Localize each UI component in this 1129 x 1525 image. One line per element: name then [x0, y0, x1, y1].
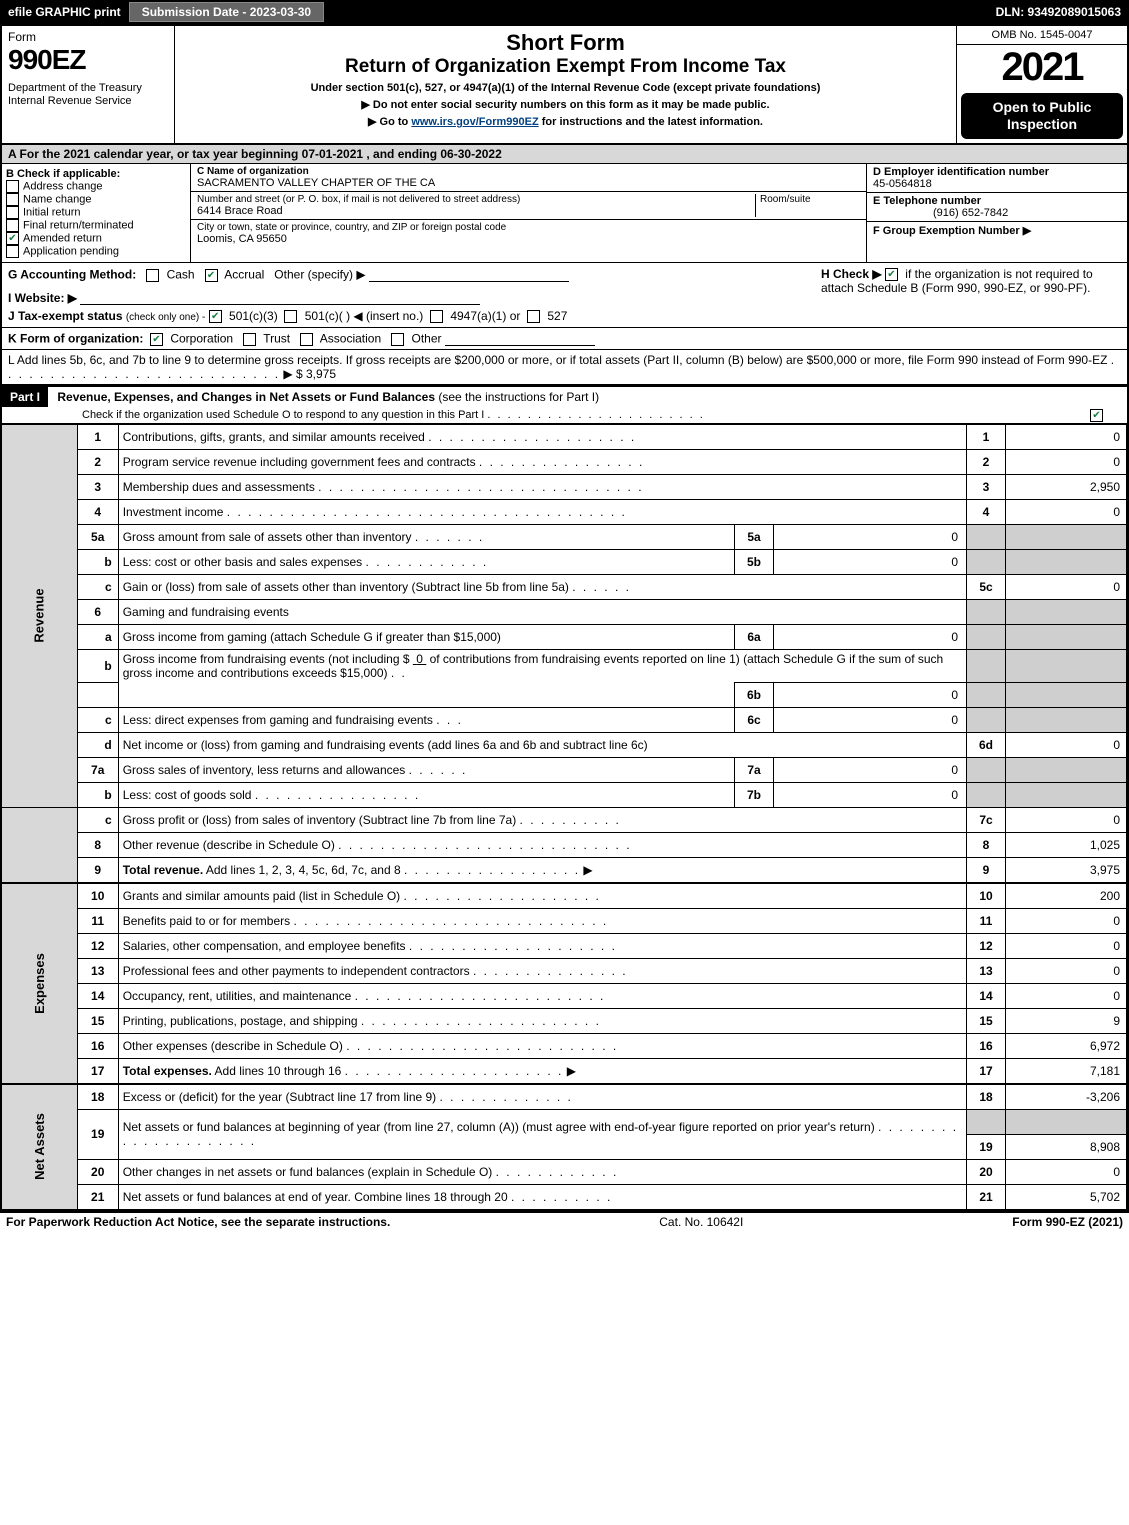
line12-val: 0 — [1006, 933, 1127, 958]
section-a: A For the 2021 calendar year, or tax yea… — [2, 145, 1127, 164]
line6d-val: 0 — [1006, 732, 1127, 757]
col-c: C Name of organization SACRAMENTO VALLEY… — [191, 164, 866, 262]
page-footer: For Paperwork Reduction Act Notice, see … — [0, 1212, 1129, 1231]
line5a-val: 0 — [774, 524, 967, 549]
b-item-amended: Amended return — [6, 232, 186, 245]
block-bcdef: B Check if applicable: Address change Na… — [2, 164, 1127, 263]
row-gh: G Accounting Method: Cash Accrual Other … — [2, 263, 1127, 328]
line3-val: 2,950 — [1006, 474, 1127, 499]
col-b: B Check if applicable: Address change Na… — [2, 164, 191, 262]
vlabel-revenue: Revenue — [32, 589, 47, 643]
line6b-val: 0 — [774, 682, 967, 707]
line21-val: 5,702 — [1006, 1184, 1127, 1209]
footer-left: For Paperwork Reduction Act Notice, see … — [6, 1215, 390, 1229]
top-bar: efile GRAPHIC print Submission Date - 20… — [0, 0, 1129, 24]
org-street: 6414 Brace Road — [197, 205, 755, 217]
line1-val: 0 — [1006, 424, 1127, 449]
line7a-val: 0 — [774, 757, 967, 782]
submission-date: Submission Date - 2023-03-30 — [129, 2, 324, 22]
telephone: (916) 652-7842 — [873, 207, 1008, 219]
irs-link[interactable]: www.irs.gov/Form990EZ — [411, 116, 538, 128]
org-name: SACRAMENTO VALLEY CHAPTER OF THE CA — [197, 177, 860, 189]
inspection-badge: Open to Public Inspection — [961, 93, 1123, 139]
subtitle-ssn: ▶ Do not enter social security numbers o… — [179, 98, 952, 111]
b-item-final: Final return/terminated — [6, 219, 186, 232]
line7c-val: 0 — [1006, 807, 1127, 832]
footer-catno: Cat. No. 10642I — [390, 1215, 1012, 1229]
line16-val: 6,972 — [1006, 1033, 1127, 1058]
dln: DLN: 93492089015063 — [996, 5, 1129, 19]
footer-right: Form 990-EZ (2021) — [1012, 1215, 1123, 1229]
line6c-val: 0 — [774, 707, 967, 732]
j-row: J Tax-exempt status (check only one) - 5… — [8, 309, 809, 323]
line5b-val: 0 — [774, 549, 967, 574]
line20-val: 0 — [1006, 1159, 1127, 1184]
b-item-pending: Application pending — [6, 245, 186, 258]
room-label: Room/suite — [760, 194, 860, 205]
vlabel-expenses: Expenses — [32, 953, 47, 1014]
title-return: Return of Organization Exempt From Incom… — [179, 56, 952, 78]
h-row: H Check ▶ if the organization is not req… — [815, 263, 1127, 327]
part1-badge: Part I — [2, 387, 48, 407]
line17-val: 7,181 — [1006, 1058, 1127, 1084]
l-row: L Add lines 5b, 6c, and 7b to line 9 to … — [2, 350, 1127, 385]
c-street-label: Number and street (or P. O. box, if mail… — [197, 194, 755, 205]
tax-year: 2021 — [957, 45, 1127, 89]
e-label: E Telephone number — [873, 195, 981, 207]
form-word: Form — [8, 30, 36, 44]
form-number: 990EZ — [8, 44, 168, 76]
form-header: Form 990EZ Department of the Treasury In… — [2, 26, 1127, 145]
lines-table: Revenue 1Contributions, gifts, grants, a… — [2, 424, 1127, 1210]
col-def: D Employer identification number 45-0564… — [866, 164, 1127, 262]
vlabel-netassets: Net Assets — [32, 1114, 47, 1181]
ein: 45-0564818 — [873, 178, 932, 190]
f-label: F Group Exemption Number ▶ — [873, 225, 1031, 237]
c-name-label: C Name of organization — [197, 166, 309, 177]
k-row: K Form of organization: Corporation Trus… — [2, 328, 1127, 350]
line6a-val: 0 — [774, 624, 967, 649]
line2-val: 0 — [1006, 449, 1127, 474]
part1-check: Check if the organization used Schedule … — [2, 407, 1127, 423]
line5c-val: 0 — [1006, 574, 1127, 599]
title-short-form: Short Form — [179, 30, 952, 56]
b-label: B Check if applicable: — [6, 168, 186, 180]
line9-val: 3,975 — [1006, 857, 1127, 883]
b-item-name: Name change — [6, 193, 186, 206]
form-container: Form 990EZ Department of the Treasury In… — [0, 24, 1129, 1212]
line18-val: -3,206 — [1006, 1084, 1127, 1110]
c-city-label: City or town, state or province, country… — [197, 222, 860, 233]
line4-val: 0 — [1006, 499, 1127, 524]
part1-header: Part I Revenue, Expenses, and Changes in… — [2, 385, 1127, 424]
b-item-address: Address change — [6, 180, 186, 193]
i-row: I Website: ▶ — [8, 290, 809, 305]
subtitle-section: Under section 501(c), 527, or 4947(a)(1)… — [179, 82, 952, 94]
dept-label: Department of the Treasury Internal Reve… — [8, 82, 168, 108]
line19-val: 8,908 — [1006, 1134, 1127, 1159]
d-label: D Employer identification number — [873, 166, 1049, 178]
efile-label: efile GRAPHIC print — [0, 3, 129, 21]
subtitle-link: ▶ Go to www.irs.gov/Form990EZ for instru… — [179, 115, 952, 128]
line14-val: 0 — [1006, 983, 1127, 1008]
line13-val: 0 — [1006, 958, 1127, 983]
line8-val: 1,025 — [1006, 832, 1127, 857]
b-item-initial: Initial return — [6, 206, 186, 219]
org-city: Loomis, CA 95650 — [197, 233, 860, 245]
line7b-val: 0 — [774, 782, 967, 807]
omb-number: OMB No. 1545-0047 — [957, 26, 1127, 45]
line11-val: 0 — [1006, 908, 1127, 933]
line15-val: 9 — [1006, 1008, 1127, 1033]
line10-val: 200 — [1006, 883, 1127, 909]
g-row: G Accounting Method: Cash Accrual Other … — [8, 267, 809, 282]
